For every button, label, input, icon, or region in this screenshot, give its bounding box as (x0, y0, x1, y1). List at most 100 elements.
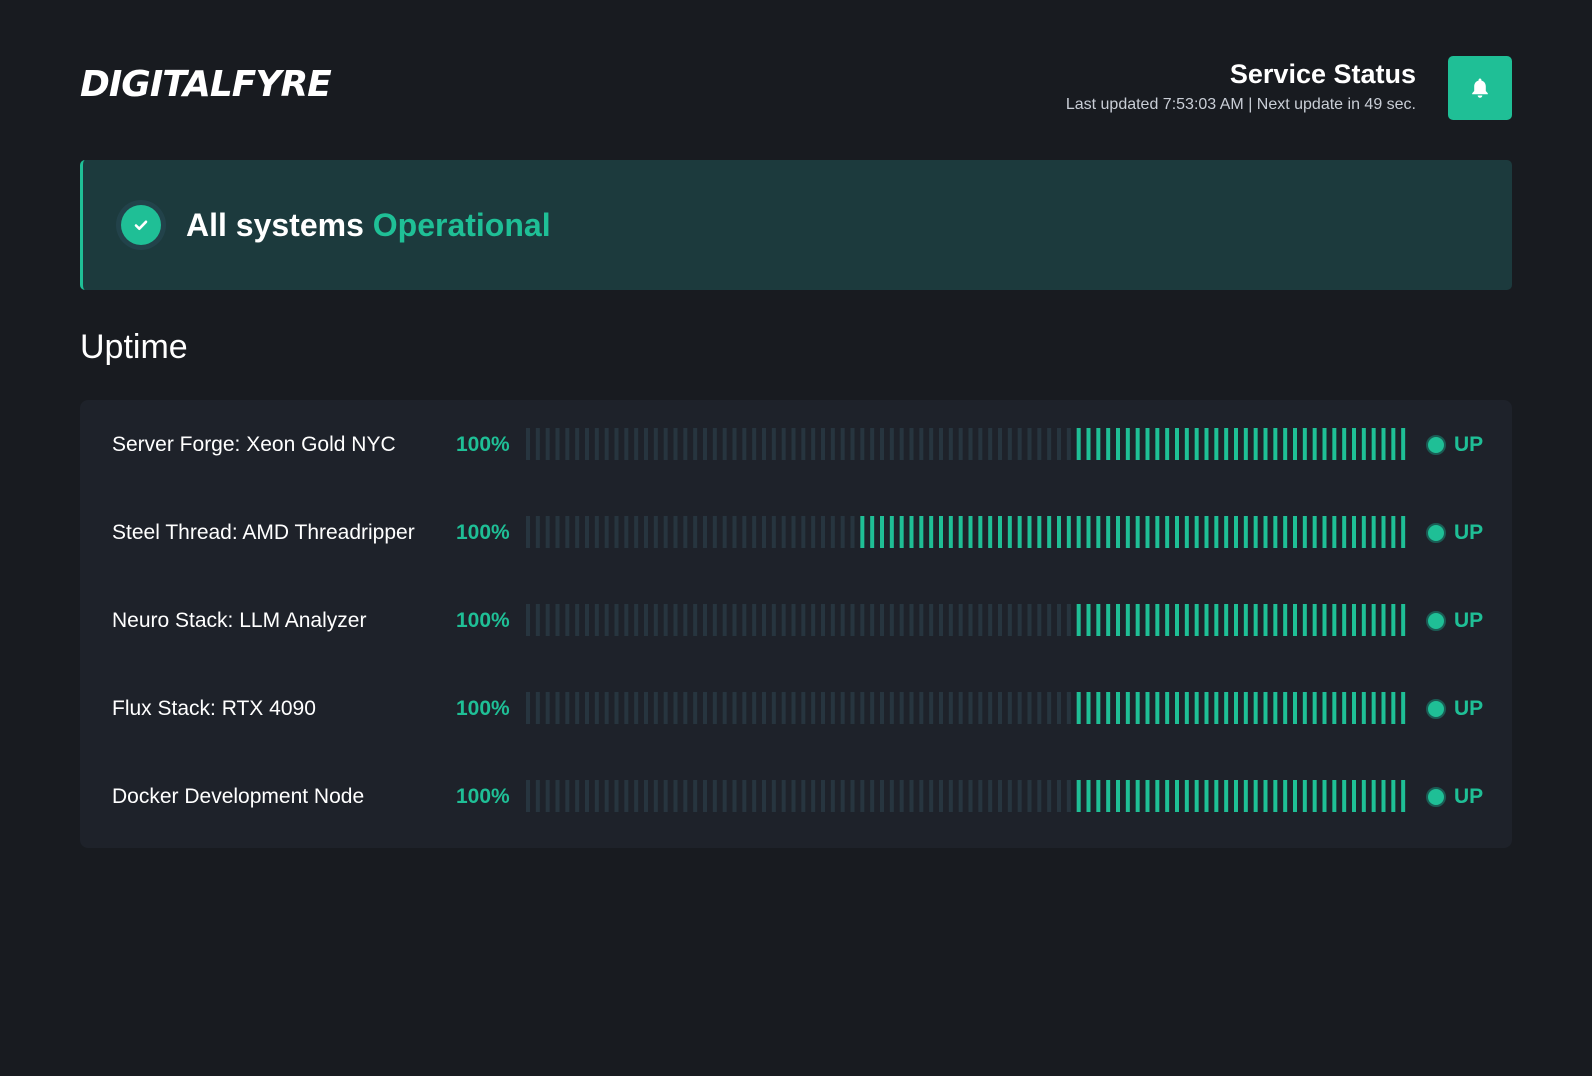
uptime-bar-inactive[interactable] (1057, 692, 1061, 724)
uptime-bar-active[interactable] (939, 516, 943, 548)
uptime-bar-active[interactable] (1391, 692, 1396, 724)
uptime-bar-inactive[interactable] (585, 428, 589, 460)
uptime-bar-inactive[interactable] (712, 604, 717, 636)
uptime-bar-active[interactable] (1293, 780, 1297, 812)
uptime-bar-inactive[interactable] (545, 692, 550, 724)
uptime-bar-inactive[interactable] (988, 692, 993, 724)
uptime-bar-inactive[interactable] (722, 604, 727, 636)
uptime-bar-active[interactable] (1371, 516, 1376, 548)
uptime-bar-inactive[interactable] (732, 516, 737, 548)
uptime-bar-active[interactable] (1361, 692, 1366, 724)
uptime-bar-inactive[interactable] (683, 604, 688, 636)
uptime-bar-inactive[interactable] (604, 692, 609, 724)
uptime-bar-inactive[interactable] (722, 428, 727, 460)
uptime-bar-active[interactable] (1234, 692, 1238, 724)
uptime-bar-inactive[interactable] (712, 428, 717, 460)
uptime-bar-inactive[interactable] (703, 516, 707, 548)
uptime-bar-inactive[interactable] (614, 604, 619, 636)
uptime-bar-inactive[interactable] (909, 692, 914, 724)
uptime-bar-inactive[interactable] (1057, 780, 1061, 812)
uptime-bar-inactive[interactable] (594, 780, 599, 812)
uptime-bar-inactive[interactable] (919, 428, 924, 460)
uptime-bar-inactive[interactable] (978, 692, 983, 724)
uptime-bar-inactive[interactable] (594, 604, 599, 636)
uptime-bar-active[interactable] (1096, 516, 1101, 548)
uptime-bar-active[interactable] (1253, 604, 1258, 636)
uptime-bar-active[interactable] (1116, 604, 1120, 636)
uptime-bar-active[interactable] (1204, 780, 1209, 812)
uptime-bar-active[interactable] (1175, 692, 1179, 724)
uptime-bar-active[interactable] (1401, 604, 1406, 636)
uptime-bar-inactive[interactable] (889, 692, 894, 724)
uptime-bar-inactive[interactable] (830, 780, 835, 812)
uptime-bar-inactive[interactable] (722, 780, 727, 812)
uptime-bar-inactive[interactable] (850, 780, 855, 812)
uptime-bar-inactive[interactable] (870, 780, 875, 812)
uptime-bar-inactive[interactable] (653, 692, 658, 724)
uptime-bar-active[interactable] (1283, 516, 1288, 548)
uptime-bar-inactive[interactable] (850, 604, 855, 636)
uptime-bar-active[interactable] (1312, 604, 1317, 636)
uptime-bar-inactive[interactable] (948, 780, 953, 812)
uptime-bar-active[interactable] (1243, 428, 1248, 460)
uptime-bar-inactive[interactable] (634, 516, 639, 548)
uptime-bar-inactive[interactable] (594, 428, 599, 460)
uptime-bar-inactive[interactable] (821, 428, 825, 460)
uptime-bar-active[interactable] (1391, 516, 1396, 548)
uptime-bar-inactive[interactable] (860, 428, 865, 460)
uptime-bar-inactive[interactable] (958, 428, 963, 460)
uptime-bar-active[interactable] (1184, 692, 1189, 724)
uptime-bar-inactive[interactable] (742, 604, 747, 636)
uptime-bar-inactive[interactable] (575, 516, 580, 548)
uptime-bar-inactive[interactable] (545, 604, 550, 636)
uptime-bar-active[interactable] (1332, 516, 1337, 548)
uptime-bar-active[interactable] (1204, 604, 1209, 636)
uptime-bar-inactive[interactable] (801, 516, 806, 548)
uptime-bar-inactive[interactable] (722, 516, 727, 548)
uptime-bar-active[interactable] (929, 516, 934, 548)
uptime-bar-inactive[interactable] (1007, 604, 1012, 636)
uptime-bar-active[interactable] (1116, 428, 1120, 460)
uptime-bar-inactive[interactable] (526, 604, 530, 636)
uptime-bar-active[interactable] (1096, 604, 1101, 636)
uptime-bar-inactive[interactable] (614, 516, 619, 548)
uptime-bar-inactive[interactable] (712, 780, 717, 812)
uptime-bar-inactive[interactable] (634, 692, 639, 724)
uptime-bar-active[interactable] (1076, 516, 1081, 548)
uptime-bar-active[interactable] (1352, 780, 1356, 812)
uptime-bar-inactive[interactable] (811, 780, 816, 812)
uptime-bar-active[interactable] (1165, 692, 1170, 724)
uptime-bar-inactive[interactable] (998, 428, 1002, 460)
uptime-bar-inactive[interactable] (732, 780, 737, 812)
uptime-bar-active[interactable] (1155, 604, 1160, 636)
uptime-bar-active[interactable] (1234, 604, 1238, 636)
uptime-bar-active[interactable] (1253, 692, 1258, 724)
uptime-bar-inactive[interactable] (811, 428, 816, 460)
uptime-bar-inactive[interactable] (634, 780, 639, 812)
uptime-bar-active[interactable] (1401, 516, 1406, 548)
uptime-bar-active[interactable] (1145, 692, 1150, 724)
uptime-bar-active[interactable] (1194, 516, 1199, 548)
uptime-bar-active[interactable] (1135, 516, 1140, 548)
uptime-bar-inactive[interactable] (948, 692, 953, 724)
uptime-bar-inactive[interactable] (1017, 428, 1022, 460)
uptime-bar-active[interactable] (1125, 780, 1130, 812)
uptime-bar-active[interactable] (1224, 780, 1229, 812)
uptime-bar-inactive[interactable] (919, 692, 924, 724)
uptime-bar-inactive[interactable] (899, 428, 904, 460)
uptime-bar-active[interactable] (1293, 692, 1297, 724)
uptime-bar-inactive[interactable] (663, 780, 668, 812)
uptime-bar-active[interactable] (1361, 428, 1366, 460)
uptime-bar-inactive[interactable] (860, 604, 865, 636)
uptime-bar-active[interactable] (1234, 516, 1238, 548)
uptime-bar-active[interactable] (1371, 428, 1376, 460)
uptime-bar-active[interactable] (1037, 516, 1042, 548)
uptime-bar-active[interactable] (1145, 428, 1150, 460)
uptime-bar-inactive[interactable] (840, 516, 845, 548)
uptime-bar-active[interactable] (978, 516, 983, 548)
uptime-bar-inactive[interactable] (653, 428, 658, 460)
uptime-bar-inactive[interactable] (683, 692, 688, 724)
uptime-bar-inactive[interactable] (752, 516, 757, 548)
uptime-bar-active[interactable] (1125, 692, 1130, 724)
uptime-bar-active[interactable] (1145, 604, 1150, 636)
